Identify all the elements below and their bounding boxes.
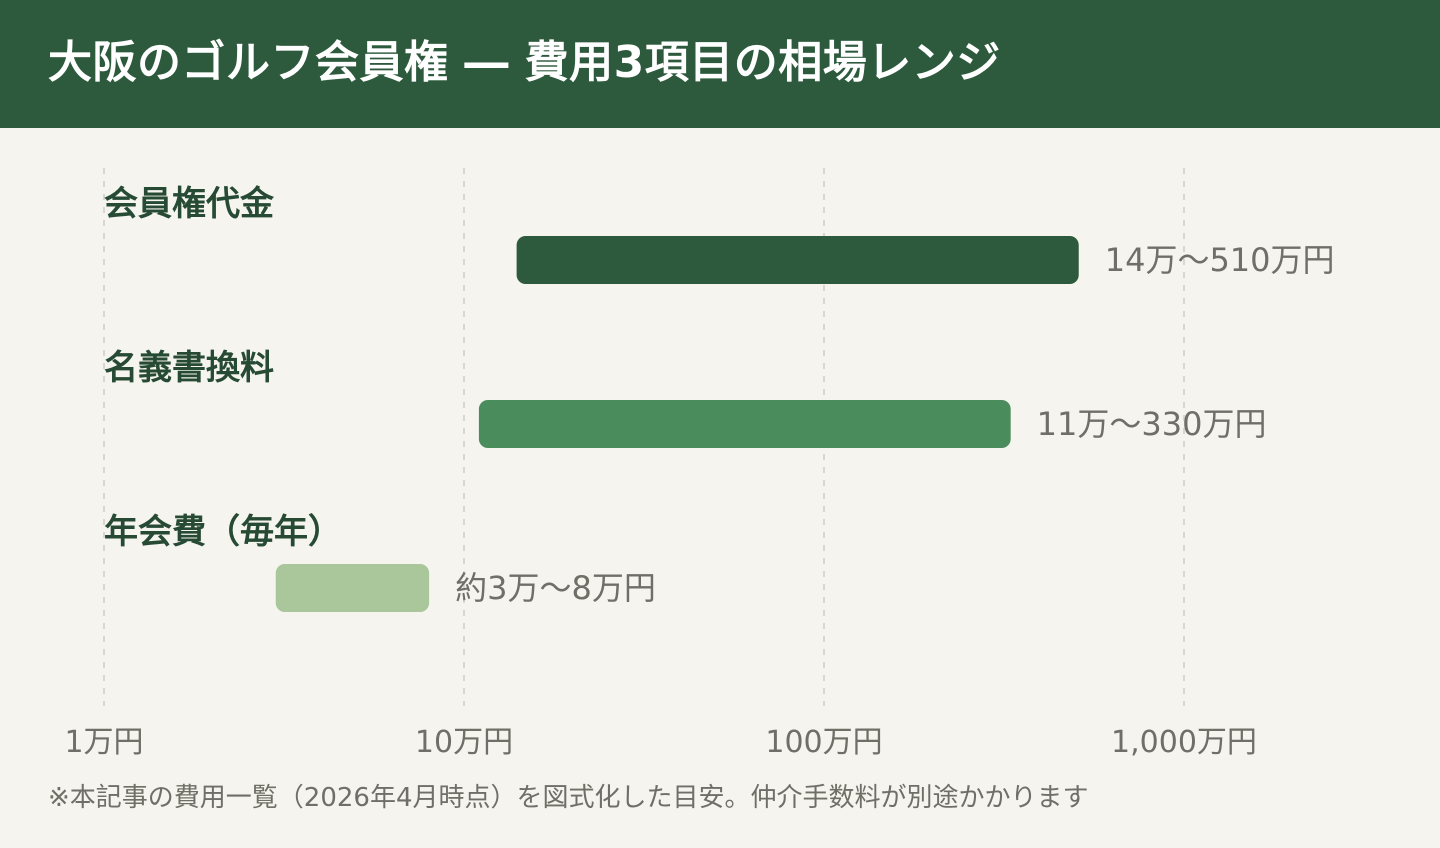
range-row: 会員権代金 14万〜510万円	[104, 184, 1335, 284]
chart-title: 大阪のゴルフ会員権 ― 費用3項目の相場レンジ	[48, 37, 1001, 88]
range-bar	[516, 236, 1079, 284]
category-label: 会員権代金	[104, 184, 275, 224]
category-label: 名義書換料	[104, 348, 274, 388]
footnote: ※本記事の費用一覧（2026年4月時点）を図式化した目安。仲介手数料が別途かかり…	[48, 783, 1089, 813]
range-row: 名義書換料 11万〜330万円	[104, 348, 1266, 448]
range-bar	[478, 400, 1011, 448]
range-row: 年会費（毎年） 約3万〜8万円	[104, 512, 656, 612]
x-tick-label: 1万円	[64, 725, 143, 760]
x-tick-label: 10万円	[415, 725, 513, 760]
range-label: 14万〜510万円	[1105, 241, 1335, 279]
category-label: 年会費（毎年）	[104, 512, 342, 552]
range-bar	[275, 564, 430, 612]
x-tick-label: 1,000万円	[1111, 725, 1257, 760]
chart-header: 大阪のゴルフ会員権 ― 費用3項目の相場レンジ	[0, 0, 1440, 128]
x-tick-label: 100万円	[765, 725, 882, 760]
range-label: 約3万〜8万円	[455, 569, 656, 607]
range-label: 11万〜330万円	[1037, 405, 1267, 443]
x-axis-ticks: 1万円 10万円 100万円 1,000万円	[64, 725, 1256, 760]
